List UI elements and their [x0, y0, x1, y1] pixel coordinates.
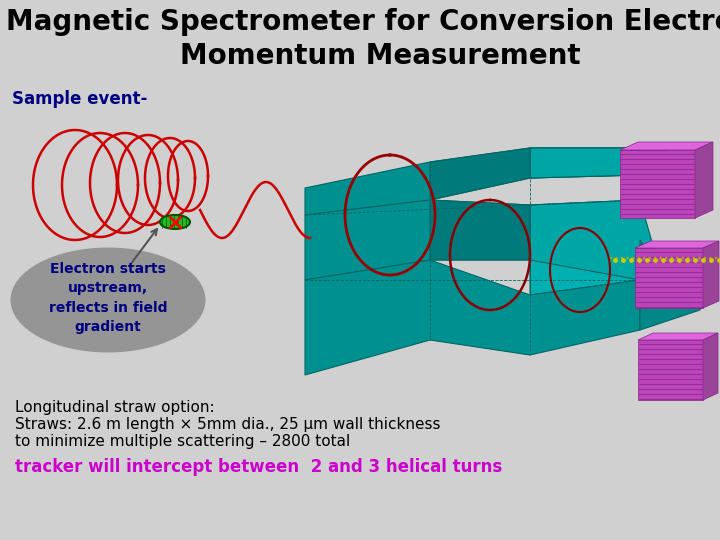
Polygon shape	[620, 150, 695, 218]
Ellipse shape	[11, 247, 205, 353]
Polygon shape	[640, 148, 710, 200]
Polygon shape	[530, 240, 660, 295]
Polygon shape	[703, 333, 718, 400]
Polygon shape	[430, 148, 530, 200]
Polygon shape	[703, 241, 719, 308]
Polygon shape	[635, 248, 703, 308]
Polygon shape	[638, 340, 703, 400]
Polygon shape	[530, 200, 660, 280]
Polygon shape	[305, 260, 640, 375]
Polygon shape	[695, 142, 713, 218]
Polygon shape	[638, 333, 718, 340]
Text: Magnetic Spectrometer for Conversion Electron
Momentum Measurement: Magnetic Spectrometer for Conversion Ele…	[6, 8, 720, 70]
Ellipse shape	[160, 215, 190, 229]
Text: to minimize multiple scattering – 2800 total: to minimize multiple scattering – 2800 t…	[15, 434, 350, 449]
Polygon shape	[430, 200, 530, 260]
Polygon shape	[640, 240, 710, 330]
Text: tracker will intercept between  2 and 3 helical turns: tracker will intercept between 2 and 3 h…	[15, 458, 503, 476]
Text: Electron starts
upstream,
reflects in field
gradient: Electron starts upstream, reflects in fi…	[49, 262, 167, 334]
Polygon shape	[620, 142, 713, 150]
Polygon shape	[635, 241, 719, 248]
Polygon shape	[305, 148, 640, 215]
Polygon shape	[530, 148, 700, 178]
Text: Longitudinal straw option:: Longitudinal straw option:	[15, 400, 215, 415]
Polygon shape	[530, 148, 660, 178]
Polygon shape	[305, 200, 640, 280]
Text: Straws: 2.6 m length × 5mm dia., 25 μm wall thickness: Straws: 2.6 m length × 5mm dia., 25 μm w…	[15, 417, 441, 432]
Text: Sample event-: Sample event-	[12, 90, 148, 108]
